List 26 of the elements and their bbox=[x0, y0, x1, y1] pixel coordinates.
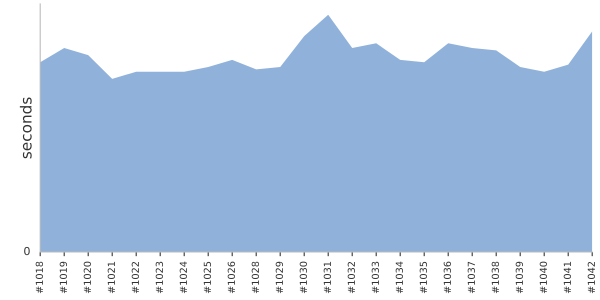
x-tick-label: #1035 bbox=[420, 262, 428, 294]
x-tick-label: #1036 bbox=[444, 262, 452, 294]
x-tick-label: #1037 bbox=[468, 262, 476, 294]
x-tick-label: #1021 bbox=[108, 262, 116, 294]
x-tick-label: #1028 bbox=[252, 262, 260, 294]
x-tick-label: #1026 bbox=[228, 262, 236, 294]
x-tick-label: #1020 bbox=[84, 262, 92, 294]
x-tick-label: #1029 bbox=[276, 262, 284, 294]
x-tick-label: #1019 bbox=[60, 262, 68, 294]
x-tick-label: #1039 bbox=[516, 262, 524, 294]
x-tick-label: #1032 bbox=[348, 262, 356, 294]
x-tick-label: #1023 bbox=[156, 262, 164, 294]
x-tick-label: #1033 bbox=[372, 262, 380, 294]
x-tick-label: #1030 bbox=[300, 262, 308, 294]
x-tick-label: #1038 bbox=[492, 262, 500, 294]
x-tick-label: #1031 bbox=[324, 262, 332, 294]
x-tick-label: #1024 bbox=[180, 262, 188, 294]
x-tick-label: #1022 bbox=[132, 262, 140, 294]
x-tick-label: #1018 bbox=[36, 262, 44, 294]
x-tick-label: #1025 bbox=[204, 262, 212, 294]
text: 0 bbox=[24, 246, 30, 256]
x-tick-label: #1040 bbox=[540, 262, 548, 294]
x-tick-label: #1034 bbox=[396, 262, 404, 294]
x-tick-label: #1041 bbox=[564, 262, 572, 294]
x-tick-label: #1042 bbox=[588, 262, 596, 294]
y-axis-title: seconds bbox=[20, 97, 32, 158]
